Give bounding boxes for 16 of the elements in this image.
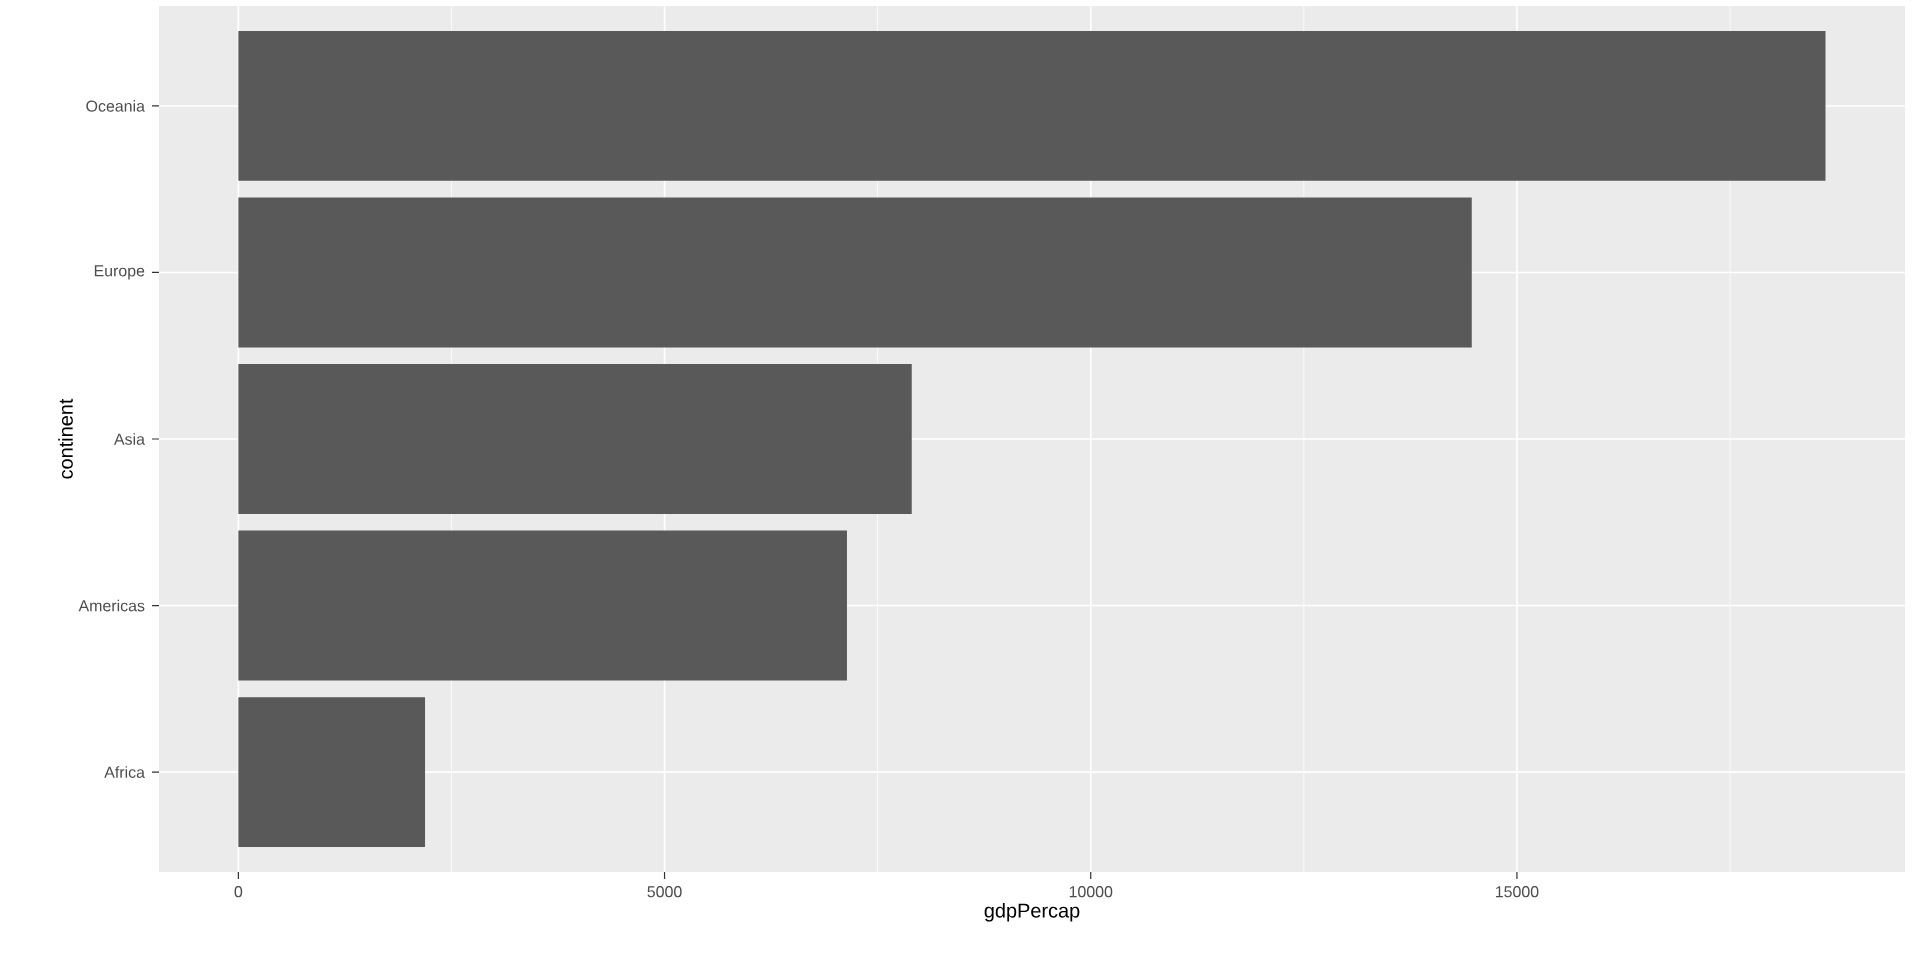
bar xyxy=(238,197,1472,348)
y-tick-label: Americas xyxy=(78,599,145,612)
x-tick-label: 15000 xyxy=(1495,886,1539,898)
x-tick-label: 0 xyxy=(234,886,243,898)
y-axis-title: continent xyxy=(58,398,73,479)
x-tick-label: 5000 xyxy=(647,886,682,898)
bar xyxy=(238,530,847,681)
y-tick-label: Africa xyxy=(104,766,145,778)
bar xyxy=(238,30,1826,181)
bar xyxy=(238,364,912,514)
x-tick-label: 10000 xyxy=(1069,886,1113,898)
x-axis-title: gdpPercap xyxy=(984,903,1080,922)
bar xyxy=(238,697,426,848)
y-tick-label: Asia xyxy=(113,433,145,445)
y-tick-label: Europe xyxy=(94,265,145,280)
y-tick-label: Oceania xyxy=(86,100,145,112)
